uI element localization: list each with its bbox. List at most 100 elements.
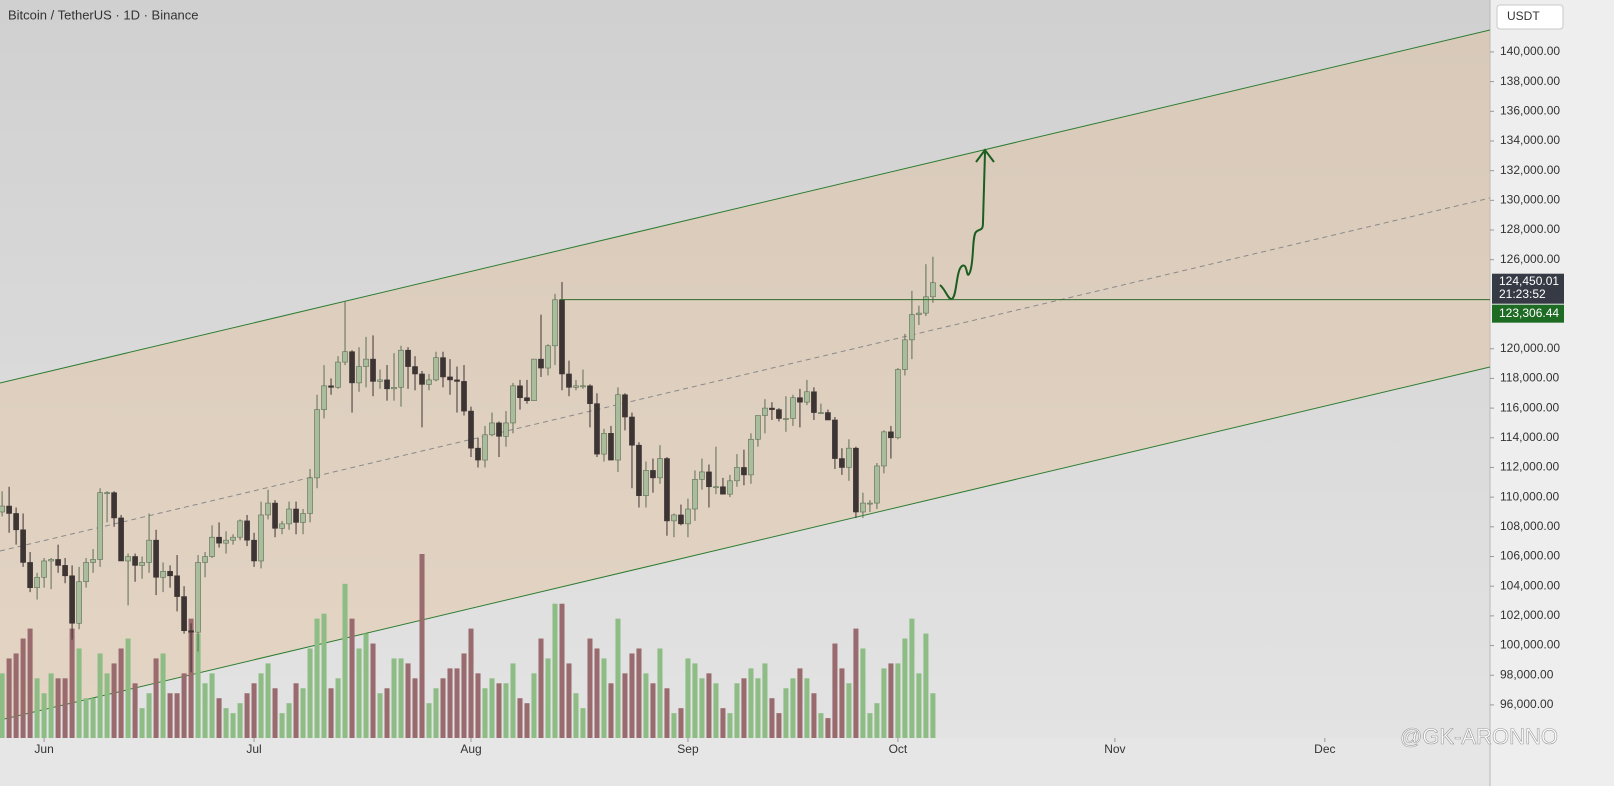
volume-bar bbox=[279, 713, 285, 738]
y-tick-label: 110,000.00 bbox=[1500, 489, 1559, 503]
candle-body bbox=[853, 447, 859, 513]
volume-bar bbox=[930, 693, 936, 738]
candle-body bbox=[55, 559, 61, 566]
volume-bar bbox=[629, 653, 635, 738]
candle-body bbox=[685, 508, 691, 525]
volume-bar bbox=[153, 658, 159, 738]
volume-bar bbox=[391, 658, 397, 738]
volume-bar bbox=[258, 673, 264, 738]
candle-body bbox=[356, 366, 362, 384]
candle-body bbox=[482, 434, 488, 461]
volume-bar bbox=[783, 688, 789, 738]
candle-body bbox=[496, 422, 502, 437]
volume-bar bbox=[55, 678, 61, 738]
last-price-label: 124,450.01 bbox=[1499, 274, 1559, 288]
volume-bar bbox=[482, 688, 488, 738]
volume-bar bbox=[720, 708, 726, 738]
candle-body bbox=[286, 508, 292, 525]
volume-bar bbox=[587, 638, 593, 738]
candle-body bbox=[580, 385, 586, 388]
candle-body bbox=[363, 358, 369, 367]
candle-body bbox=[468, 410, 474, 449]
candle-body bbox=[223, 539, 229, 544]
arrow-head bbox=[975, 148, 995, 163]
candle-body bbox=[398, 349, 404, 388]
candle-body bbox=[629, 416, 635, 446]
y-tick-label: 118,000.00 bbox=[1500, 371, 1559, 385]
volume-bar bbox=[552, 603, 558, 738]
currency[interactable]: USDT bbox=[1507, 9, 1540, 23]
volume-bar bbox=[468, 628, 474, 738]
candle-body bbox=[258, 514, 264, 562]
volume-bar bbox=[440, 678, 446, 738]
volume-bar bbox=[811, 693, 817, 738]
countdown: 21:23:52 bbox=[1499, 287, 1546, 301]
y-tick-label: 128,000.00 bbox=[1500, 222, 1560, 236]
candle-body bbox=[531, 358, 537, 401]
volume-bar bbox=[6, 658, 12, 738]
volume-bar bbox=[818, 713, 824, 738]
y-tick-label: 108,000.00 bbox=[1500, 519, 1560, 533]
volume-bar bbox=[342, 583, 348, 738]
candle-body bbox=[342, 351, 348, 363]
candle-body bbox=[762, 407, 768, 416]
volume-bar bbox=[489, 678, 495, 738]
candle-body bbox=[307, 477, 313, 514]
y-tick-label: 116,000.00 bbox=[1500, 400, 1559, 414]
candle-body bbox=[734, 467, 740, 482]
candle-body bbox=[573, 385, 579, 388]
volume-bar bbox=[384, 688, 390, 738]
volume-bar bbox=[62, 678, 68, 738]
candle-body bbox=[713, 486, 719, 489]
candle-body bbox=[559, 299, 565, 375]
volume-bar bbox=[874, 703, 880, 738]
candle-body bbox=[244, 520, 250, 541]
currency-box[interactable] bbox=[1496, 4, 1564, 30]
volume-bar bbox=[335, 678, 341, 738]
volume-bar bbox=[48, 673, 54, 738]
volume-bar bbox=[111, 663, 117, 738]
candle-body bbox=[153, 539, 159, 578]
candle-body bbox=[692, 479, 698, 510]
candle-body bbox=[461, 381, 467, 412]
candle-body bbox=[174, 575, 180, 597]
volume-bar bbox=[118, 648, 124, 738]
volume-bar bbox=[699, 678, 705, 738]
candle-body bbox=[181, 596, 187, 632]
volume-bar bbox=[181, 673, 187, 738]
y-tick-label: 134,000.00 bbox=[1500, 133, 1560, 147]
candle-body bbox=[272, 502, 278, 529]
candle-body bbox=[0, 505, 5, 513]
candle-body bbox=[83, 562, 89, 583]
volume-bar bbox=[419, 554, 425, 738]
y-tick-label: 140,000.00 bbox=[1500, 44, 1560, 58]
volume-bar bbox=[377, 693, 383, 738]
candle-body bbox=[433, 357, 439, 381]
volume-bar bbox=[895, 663, 901, 738]
candle-body bbox=[300, 513, 306, 523]
volume-bar bbox=[881, 668, 887, 738]
candle-body bbox=[601, 433, 607, 455]
candle-body bbox=[412, 366, 418, 375]
candle-body bbox=[335, 361, 341, 388]
volume-bar bbox=[692, 663, 698, 738]
volume-bar bbox=[188, 618, 194, 738]
y-tick-label: 114,000.00 bbox=[1500, 430, 1559, 444]
volume-layer bbox=[0, 554, 936, 738]
last-price-box bbox=[1492, 273, 1564, 304]
candle-body bbox=[384, 379, 390, 390]
volume-bar bbox=[447, 668, 453, 738]
volume-bar bbox=[132, 683, 138, 738]
candle-body bbox=[804, 391, 810, 403]
candle-body bbox=[230, 536, 236, 541]
candle-body bbox=[489, 422, 495, 436]
candle-body bbox=[587, 385, 593, 404]
candle-body bbox=[538, 358, 544, 369]
candle-body bbox=[13, 513, 19, 531]
volume-bar bbox=[412, 678, 418, 738]
volume-bar bbox=[244, 693, 250, 738]
candle-body bbox=[69, 575, 75, 624]
candle-body bbox=[825, 412, 831, 421]
volume-bar bbox=[272, 688, 278, 738]
candle-body bbox=[328, 385, 334, 388]
